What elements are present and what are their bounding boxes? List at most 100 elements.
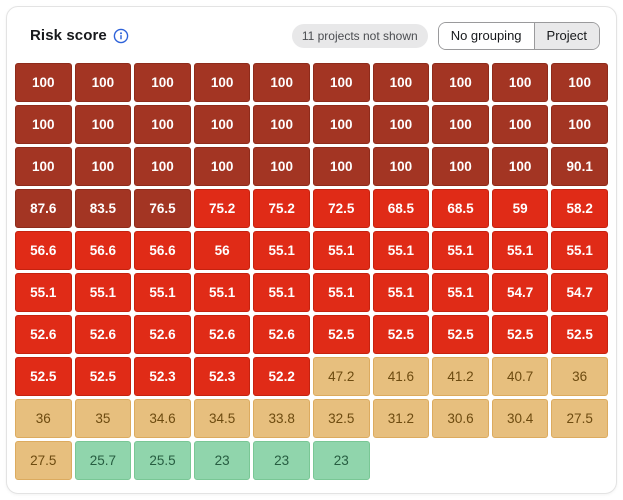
risk-tile[interactable]: 100: [74, 104, 132, 144]
risk-tile[interactable]: 75.2: [253, 188, 310, 228]
risk-tile[interactable]: 52.5: [432, 314, 489, 354]
risk-tile[interactable]: 30.6: [432, 398, 489, 438]
risk-tile[interactable]: 100: [551, 104, 608, 144]
risk-tile[interactable]: 90.1: [551, 146, 608, 186]
risk-tile[interactable]: 59: [491, 188, 549, 228]
risk-tile[interactable]: 52.5: [312, 314, 370, 354]
risk-tile[interactable]: 52.6: [253, 314, 310, 354]
risk-tile[interactable]: 52.5: [491, 314, 549, 354]
risk-tile[interactable]: 52.6: [15, 314, 72, 354]
risk-tile[interactable]: 52.5: [15, 356, 72, 396]
risk-tile[interactable]: 41.2: [432, 356, 489, 396]
info-icon[interactable]: [113, 28, 129, 44]
risk-tile[interactable]: 54.7: [551, 272, 608, 312]
risk-tile[interactable]: 23: [253, 440, 310, 480]
risk-tile[interactable]: 27.5: [15, 440, 72, 480]
risk-tile[interactable]: 55.1: [372, 230, 430, 270]
grouping-toggle: No grouping Project: [437, 22, 600, 50]
risk-tile[interactable]: 100: [253, 104, 310, 144]
risk-tile[interactable]: 100: [15, 62, 72, 102]
risk-tile[interactable]: 100: [372, 62, 430, 102]
risk-tile[interactable]: 55.1: [253, 272, 310, 312]
risk-tile[interactable]: 100: [74, 146, 132, 186]
risk-tile[interactable]: 52.3: [134, 356, 191, 396]
risk-tile[interactable]: 100: [253, 146, 310, 186]
risk-tile[interactable]: 56.6: [74, 230, 132, 270]
risk-tile[interactable]: 58.2: [551, 188, 608, 228]
risk-tile[interactable]: 36: [15, 398, 72, 438]
risk-tile[interactable]: 100: [551, 62, 608, 102]
risk-tile[interactable]: 25.5: [134, 440, 191, 480]
risk-tile[interactable]: 56: [193, 230, 251, 270]
risk-tile[interactable]: 100: [491, 62, 549, 102]
risk-tile[interactable]: 75.2: [193, 188, 251, 228]
risk-tile[interactable]: 100: [193, 104, 251, 144]
risk-tile[interactable]: 34.5: [193, 398, 251, 438]
risk-tile[interactable]: 55.1: [134, 272, 191, 312]
risk-tile[interactable]: 35: [74, 398, 132, 438]
risk-tile[interactable]: 55.1: [551, 230, 608, 270]
risk-tile[interactable]: 87.6: [15, 188, 72, 228]
risk-tile[interactable]: 72.5: [312, 188, 370, 228]
risk-tile[interactable]: 32.5: [312, 398, 370, 438]
risk-tile[interactable]: 100: [312, 62, 370, 102]
risk-tile[interactable]: 100: [193, 62, 251, 102]
risk-tile[interactable]: 41.6: [372, 356, 430, 396]
risk-tile[interactable]: 100: [134, 62, 191, 102]
risk-tile[interactable]: 23: [312, 440, 370, 480]
risk-tile[interactable]: 52.5: [74, 356, 132, 396]
risk-tile[interactable]: 34.6: [134, 398, 191, 438]
risk-tile[interactable]: 100: [15, 146, 72, 186]
risk-tile[interactable]: 55.1: [372, 272, 430, 312]
risk-tile[interactable]: 27.5: [551, 398, 608, 438]
risk-tile[interactable]: 100: [193, 146, 251, 186]
risk-tile[interactable]: 55.1: [312, 272, 370, 312]
risk-tile[interactable]: 52.6: [74, 314, 132, 354]
risk-tile[interactable]: 100: [312, 146, 370, 186]
toggle-option-project[interactable]: Project: [533, 23, 599, 49]
risk-tile[interactable]: 100: [15, 104, 72, 144]
risk-tile[interactable]: 55.1: [74, 272, 132, 312]
risk-tile[interactable]: 100: [134, 146, 191, 186]
risk-tile[interactable]: 100: [312, 104, 370, 144]
risk-tile[interactable]: 68.5: [372, 188, 430, 228]
risk-tile[interactable]: 23: [193, 440, 251, 480]
risk-tile[interactable]: 100: [134, 104, 191, 144]
risk-tile[interactable]: 52.6: [193, 314, 251, 354]
risk-tile[interactable]: 55.1: [491, 230, 549, 270]
risk-tile[interactable]: 100: [372, 146, 430, 186]
risk-tile[interactable]: 76.5: [134, 188, 191, 228]
risk-tile[interactable]: 54.7: [491, 272, 549, 312]
risk-tile[interactable]: 55.1: [193, 272, 251, 312]
risk-tile[interactable]: 83.5: [74, 188, 132, 228]
risk-tile[interactable]: 100: [491, 104, 549, 144]
risk-tile[interactable]: 52.6: [134, 314, 191, 354]
risk-tile[interactable]: 100: [432, 104, 489, 144]
toggle-option-no-grouping[interactable]: No grouping: [438, 23, 534, 49]
risk-tile[interactable]: 100: [432, 62, 489, 102]
risk-tile[interactable]: 100: [432, 146, 489, 186]
risk-tile[interactable]: 100: [372, 104, 430, 144]
risk-tile[interactable]: 36: [551, 356, 608, 396]
risk-tile[interactable]: 100: [491, 146, 549, 186]
risk-tile[interactable]: 52.5: [372, 314, 430, 354]
risk-tile[interactable]: 30.4: [491, 398, 549, 438]
risk-tile[interactable]: 55.1: [432, 272, 489, 312]
risk-tile[interactable]: 47.2: [312, 356, 370, 396]
risk-tile[interactable]: 55.1: [432, 230, 489, 270]
risk-tile[interactable]: 55.1: [253, 230, 310, 270]
risk-tile[interactable]: 100: [74, 62, 132, 102]
risk-tile[interactable]: 52.2: [253, 356, 310, 396]
risk-tile[interactable]: 56.6: [134, 230, 191, 270]
risk-tile[interactable]: 40.7: [491, 356, 549, 396]
risk-tile[interactable]: 100: [253, 62, 310, 102]
risk-tile[interactable]: 55.1: [15, 272, 72, 312]
risk-tile[interactable]: 25.7: [74, 440, 132, 480]
risk-tile[interactable]: 33.8: [253, 398, 310, 438]
risk-tile[interactable]: 68.5: [432, 188, 489, 228]
risk-tile[interactable]: 56.6: [15, 230, 72, 270]
risk-tile[interactable]: 52.5: [551, 314, 608, 354]
risk-tile[interactable]: 52.3: [193, 356, 251, 396]
risk-tile[interactable]: 55.1: [312, 230, 370, 270]
risk-tile[interactable]: 31.2: [372, 398, 430, 438]
